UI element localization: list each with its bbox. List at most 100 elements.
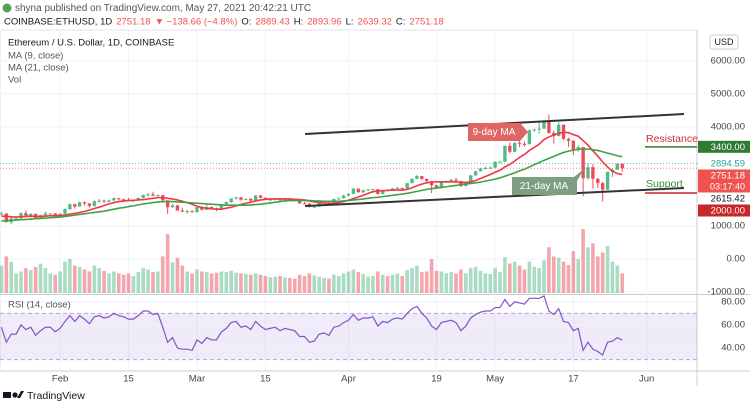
- callout-box: [512, 169, 584, 195]
- volume-bar: [107, 273, 111, 293]
- candle-body: [410, 178, 414, 184]
- candle-body: [244, 198, 248, 200]
- price-label: 2751.18: [711, 171, 745, 182]
- candle-body: [0, 213, 4, 215]
- byline: shyna published on TradingView.com, May …: [15, 3, 311, 14]
- volume-bar: [439, 271, 444, 293]
- candle-body: [200, 207, 204, 210]
- volume-bar: [566, 264, 571, 293]
- volume-bar: [390, 274, 395, 293]
- candle-body: [454, 179, 458, 181]
- candle-body: [185, 211, 189, 213]
- x-tick-label: Mar: [189, 374, 205, 385]
- volume-bar: [224, 272, 229, 293]
- volume-bar: [503, 257, 507, 293]
- y-tick-label: 6000.00: [711, 56, 745, 67]
- price-label-box: [698, 169, 750, 193]
- candle-body: [381, 190, 385, 195]
- volume-bar: [263, 276, 268, 293]
- candle-body: [48, 213, 53, 215]
- candle-body: [68, 204, 72, 210]
- candle-body: [107, 200, 111, 202]
- y-tick-label: 0.00: [727, 254, 746, 265]
- candle-body: [581, 147, 585, 179]
- volume-bar: [517, 265, 522, 293]
- candle-body: [190, 211, 194, 213]
- volume-bar: [483, 273, 488, 293]
- volume-bar: [532, 266, 537, 293]
- avatar: [2, 3, 12, 13]
- quote-part: C:: [396, 16, 406, 27]
- candle-body: [117, 198, 121, 200]
- volume-bar: [97, 268, 102, 293]
- candle-body: [459, 180, 463, 187]
- currency-button-frame[interactable]: [709, 34, 739, 50]
- volume-bar: [214, 272, 219, 293]
- x-tick-label: 15: [123, 374, 134, 385]
- candle-body: [361, 190, 365, 193]
- price-label-box: [698, 192, 750, 205]
- candle-body: [542, 121, 546, 129]
- volume-bar: [488, 274, 493, 293]
- y-tick-label: 5000.00: [711, 89, 745, 100]
- candle-body: [82, 202, 87, 204]
- volume-bar: [19, 271, 23, 293]
- quote-part: 2889.43: [255, 16, 289, 27]
- volume-bar: [498, 272, 502, 293]
- volume-bar: [126, 273, 131, 293]
- candle-body: [439, 182, 444, 188]
- candle-body: [591, 167, 595, 179]
- volume-bar: [552, 256, 556, 293]
- volume-bar: [322, 277, 326, 293]
- candle-body: [483, 168, 488, 170]
- candle-body: [4, 213, 9, 223]
- candle-body: [429, 181, 434, 186]
- volume-bar: [415, 265, 419, 293]
- x-tick-label: Apr: [341, 374, 356, 385]
- volume-bar: [595, 256, 600, 293]
- volume-bar: [454, 273, 458, 293]
- candle-body: [615, 163, 620, 170]
- quote-part: 2751.18: [409, 16, 443, 27]
- candle-body: [268, 199, 272, 201]
- volume-bar: [82, 269, 87, 293]
- price-label-box: [698, 204, 750, 217]
- volume-bar: [28, 270, 33, 293]
- volume-bar: [102, 270, 106, 293]
- trend-line: [304, 187, 685, 207]
- volume-bar: [400, 276, 405, 293]
- volume-bar: [165, 234, 170, 293]
- volume-bar: [449, 272, 453, 293]
- volume-bar: [405, 270, 409, 293]
- volume-bar: [141, 268, 145, 293]
- candle-body: [547, 121, 551, 133]
- volume-bar: [380, 274, 385, 293]
- price-label-box: [698, 157, 750, 170]
- volume-bar: [160, 256, 165, 293]
- volume-bar: [53, 274, 58, 293]
- volume-bar: [581, 229, 585, 293]
- volume-bar: [283, 277, 287, 293]
- candle-body: [434, 185, 439, 188]
- x-tick-label: 19: [431, 374, 442, 385]
- candle-body: [19, 213, 23, 219]
- currency-label[interactable]: USD: [714, 37, 734, 47]
- candle-body: [29, 213, 33, 216]
- volume-bar: [556, 257, 561, 293]
- candle-body: [478, 168, 483, 172]
- candle-body: [73, 204, 77, 207]
- candle-body: [449, 179, 453, 182]
- candle-body: [170, 205, 175, 208]
- currency-button[interactable]: USD: [709, 34, 739, 50]
- volume-bar: [297, 274, 302, 293]
- volume-bar: [424, 271, 429, 293]
- volume-bar: [385, 276, 390, 293]
- volume-bar: [332, 274, 336, 293]
- candle-body: [283, 199, 287, 201]
- volume-bar: [72, 265, 77, 293]
- x-tick-label: 15: [260, 374, 271, 385]
- candle-body: [234, 197, 238, 199]
- price-label: 3400.00: [711, 142, 745, 153]
- callout-box: [468, 123, 528, 141]
